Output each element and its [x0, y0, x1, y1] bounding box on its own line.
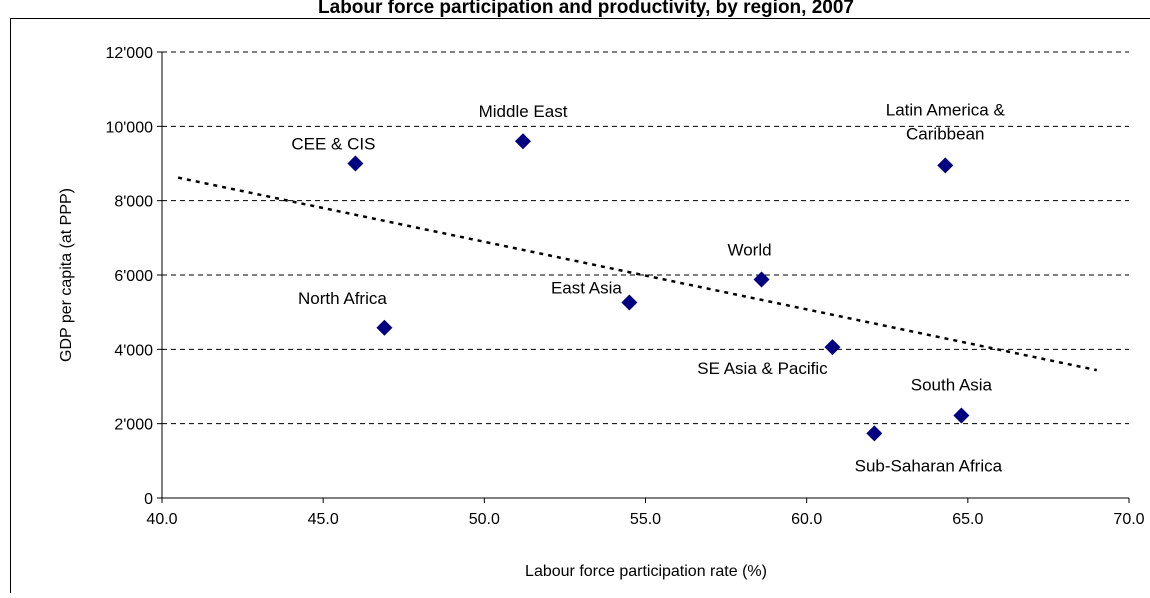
x-tick-label: 40.0 — [146, 511, 177, 528]
y-tick-label: 8'000 — [114, 194, 153, 211]
data-point — [621, 295, 637, 311]
y-tick-label: 0 — [144, 491, 153, 508]
x-tick-label: 50.0 — [469, 511, 500, 528]
data-point — [866, 425, 882, 441]
data-point — [824, 339, 840, 355]
y-tick-label: 10'000 — [105, 119, 153, 136]
chart-title: Labour force participation and productiv… — [11, 0, 1150, 19]
data-point — [953, 407, 969, 423]
data-point — [515, 133, 531, 149]
x-axis-title: Labour force participation rate (%) — [525, 563, 767, 580]
x-tick-label: 65.0 — [952, 511, 983, 528]
point-label: CEE & CIS — [291, 135, 375, 154]
point-label: North Africa — [298, 289, 387, 308]
x-tick-label: 60.0 — [791, 511, 822, 528]
x-tick-label: 55.0 — [630, 511, 661, 528]
data-point — [937, 157, 953, 173]
data-point — [754, 271, 770, 287]
x-tick-label: 45.0 — [308, 511, 339, 528]
y-tick-label: 6'000 — [114, 268, 153, 285]
y-tick-label: 4'000 — [114, 342, 153, 359]
y-axis-title: GDP per capita (at PPP) — [58, 188, 75, 362]
point-label: World — [727, 240, 771, 259]
point-label: South Asia — [911, 375, 993, 394]
data-point — [347, 156, 363, 172]
point-labels: CEE & CIS Middle East Latin America & Carib… — [291, 100, 1005, 475]
scatter-chart: 0 2'000 4'000 6'000 8'000 10'000 12'000 40.0 45.… — [11, 19, 1150, 593]
point-label: East Asia — [551, 279, 622, 298]
trendline — [178, 178, 1097, 371]
y-tick-label: 12'000 — [105, 45, 153, 62]
x-tick-label: 70.0 — [1113, 511, 1144, 528]
point-label: Middle East — [479, 102, 568, 121]
trendline-layer — [178, 178, 1097, 371]
data-point — [376, 320, 392, 336]
chart-frame: Labour force participation and productiv… — [10, 18, 1150, 593]
point-label: Sub-Saharan Africa — [855, 456, 1003, 475]
y-tick-label: 2'000 — [114, 417, 153, 434]
data-points — [347, 133, 969, 441]
point-label: Caribbean — [906, 124, 984, 143]
point-label: SE Asia & Pacific — [697, 359, 828, 378]
point-label: Latin America & — [886, 100, 1006, 119]
